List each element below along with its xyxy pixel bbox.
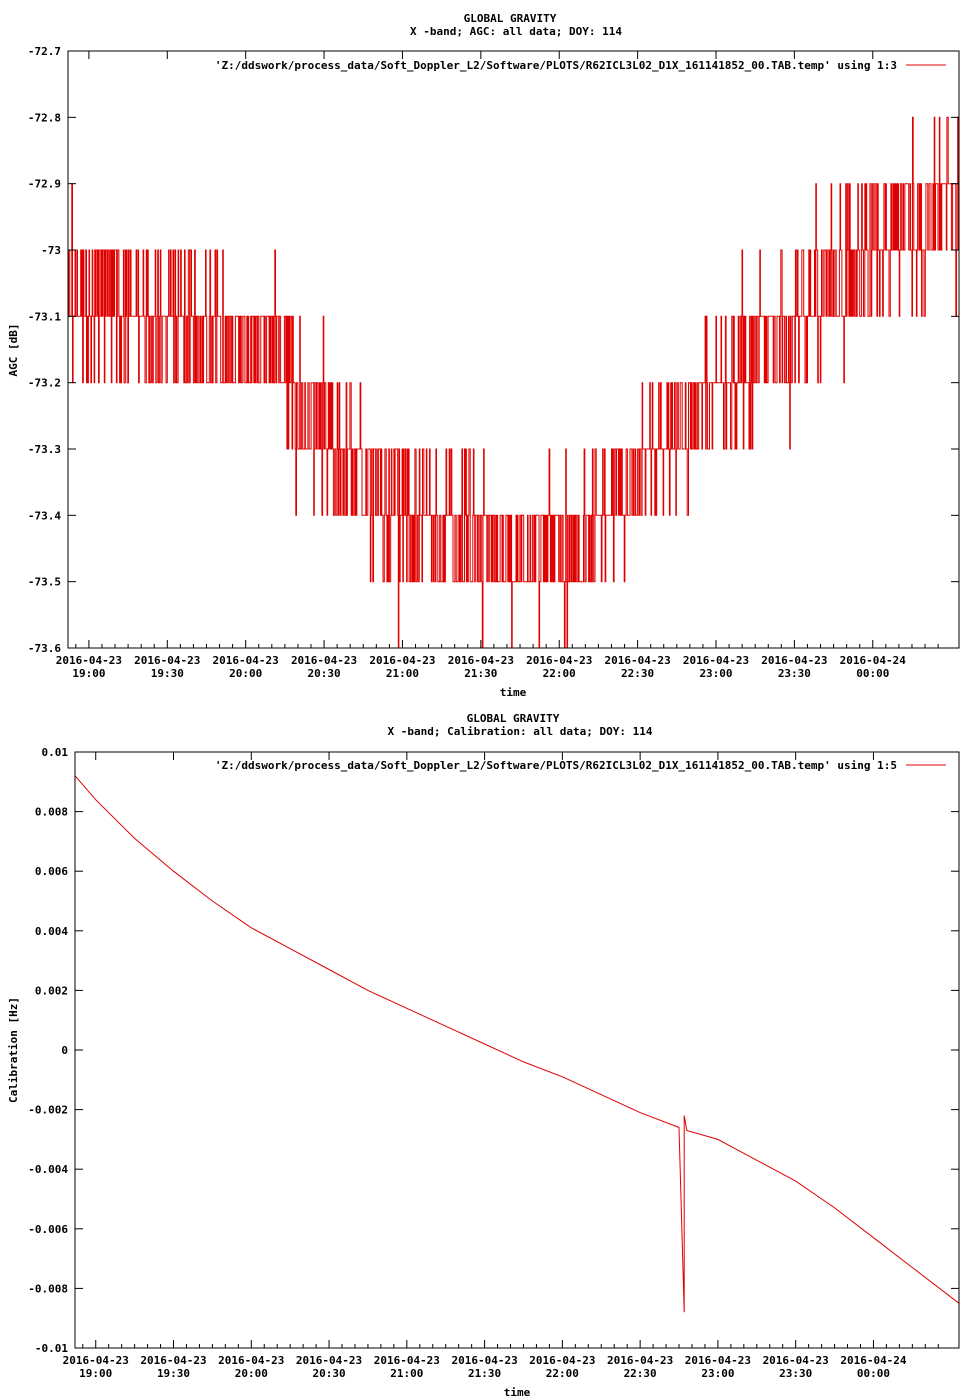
x-tick-date: 2016-04-23 xyxy=(213,654,279,667)
x-tick-time: 20:00 xyxy=(229,667,262,680)
x-tick-time: 22:00 xyxy=(546,1367,579,1380)
x-tick-date: 2016-04-23 xyxy=(374,1354,440,1367)
y-tick-label: 0 xyxy=(61,1044,68,1057)
x-tick-time: 22:30 xyxy=(621,667,654,680)
y-tick-label: 0.008 xyxy=(35,806,68,819)
x-tick-date: 2016-04-23 xyxy=(604,654,670,667)
y-tick-label: 0.006 xyxy=(35,865,68,878)
y-tick-label: -73.5 xyxy=(28,576,61,589)
chart-title: GLOBAL GRAVITY xyxy=(467,712,560,725)
x-tick-date: 2016-04-23 xyxy=(607,1354,673,1367)
x-tick-time: 20:30 xyxy=(308,667,341,680)
legend-label: 'Z:/ddswork/process_data/Soft_Doppler_L2… xyxy=(215,759,897,772)
y-tick-label: 0.002 xyxy=(35,984,68,997)
y-tick-label: -73 xyxy=(41,244,61,257)
y-tick-label: -73.3 xyxy=(28,443,61,456)
x-tick-date: 2016-04-23 xyxy=(369,654,435,667)
y-axis-label: Calibration [Hz] xyxy=(7,997,20,1103)
series-line xyxy=(68,116,960,649)
x-tick-date: 2016-04-23 xyxy=(134,654,200,667)
y-tick-label: -0.004 xyxy=(28,1163,68,1176)
y-axis-label: AGC [dB] xyxy=(7,324,20,377)
chart-title: GLOBAL GRAVITY xyxy=(464,12,557,25)
x-tick-date: 2016-04-23 xyxy=(291,654,357,667)
x-tick-time: 00:00 xyxy=(856,667,889,680)
y-tick-label: -73.2 xyxy=(28,377,61,390)
x-tick-time: 23:00 xyxy=(701,1367,734,1380)
y-tick-label: -73.1 xyxy=(28,310,61,323)
x-tick-date: 2016-04-23 xyxy=(448,654,514,667)
x-tick-date: 2016-04-24 xyxy=(840,1354,907,1367)
x-axis: 2016-04-2319:002016-04-2319:302016-04-23… xyxy=(63,752,939,1380)
y-tick-label: -73.4 xyxy=(28,509,61,522)
y-tick-label: -72.8 xyxy=(28,111,61,124)
calibration-chart: GLOBAL GRAVITY X -band; Calibration: all… xyxy=(7,712,960,1399)
x-tick-time: 23:30 xyxy=(779,1367,812,1380)
agc-series xyxy=(68,116,960,649)
y-tick-label: -0.006 xyxy=(28,1223,68,1236)
x-tick-time: 19:00 xyxy=(79,1367,112,1380)
x-tick-date: 2016-04-23 xyxy=(761,654,827,667)
x-tick-time: 23:30 xyxy=(778,667,811,680)
x-tick-time: 19:00 xyxy=(72,667,105,680)
x-tick-time: 22:30 xyxy=(624,1367,657,1380)
x-tick-time: 19:30 xyxy=(157,1367,190,1380)
x-tick-date: 2016-04-23 xyxy=(685,1354,751,1367)
x-tick-date: 2016-04-23 xyxy=(56,654,122,667)
x-tick-time: 20:00 xyxy=(235,1367,268,1380)
x-tick-date: 2016-04-23 xyxy=(763,1354,829,1367)
x-tick-time: 21:00 xyxy=(390,1367,423,1380)
y-axis: -72.7 -72.8 -72.9 -73 -73.1 -73.2 -73.3 -73.4 -7… xyxy=(28,45,959,655)
x-tick-date: 2016-04-24 xyxy=(840,654,907,667)
legend-label: 'Z:/ddswork/process_data/Soft_Doppler_L2… xyxy=(215,59,897,72)
x-axis: 2016-04-2319:002016-04-2319:302016-04-23… xyxy=(56,51,939,680)
chart-subtitle: X -band; Calibration: all data; DOY: 114 xyxy=(388,725,653,738)
y-tick-label: -72.9 xyxy=(28,178,61,191)
x-tick-date: 2016-04-23 xyxy=(140,1354,206,1367)
y-axis: 0.01 0.008 0.006 0.004 0.002 0 -0.002 -0.004 -0.… xyxy=(28,746,959,1355)
x-tick-time: 21:30 xyxy=(464,667,497,680)
y-tick-label: -73.6 xyxy=(28,642,61,655)
y-tick-label: -72.7 xyxy=(28,45,61,58)
x-tick-time: 19:30 xyxy=(151,667,184,680)
y-tick-label: -0.008 xyxy=(28,1282,68,1295)
x-tick-date: 2016-04-23 xyxy=(683,654,749,667)
x-tick-time: 21:30 xyxy=(468,1367,501,1380)
x-axis-label: time xyxy=(504,1386,531,1399)
x-tick-time: 20:30 xyxy=(312,1367,345,1380)
y-tick-label: -0.002 xyxy=(28,1104,68,1117)
x-tick-time: 23:00 xyxy=(699,667,732,680)
x-tick-date: 2016-04-23 xyxy=(529,1354,595,1367)
series-line xyxy=(74,775,960,1313)
plot-frame xyxy=(74,751,960,1349)
y-tick-label: 0.01 xyxy=(42,746,69,759)
x-tick-date: 2016-04-23 xyxy=(63,1354,129,1367)
y-tick-label: 0.004 xyxy=(35,925,68,938)
chart-subtitle: X -band; AGC: all data; DOY: 114 xyxy=(410,25,622,38)
calibration-series xyxy=(74,775,960,1313)
x-tick-time: 21:00 xyxy=(386,667,419,680)
x-axis-label: time xyxy=(500,686,527,699)
y-tick-label: -0.01 xyxy=(35,1342,68,1355)
x-tick-date: 2016-04-23 xyxy=(296,1354,362,1367)
agc-chart: GLOBAL GRAVITY X -band; AGC: all data; D… xyxy=(7,12,960,699)
x-tick-date: 2016-04-23 xyxy=(451,1354,517,1367)
x-tick-date: 2016-04-23 xyxy=(526,654,592,667)
x-tick-date: 2016-04-23 xyxy=(218,1354,284,1367)
x-tick-time: 00:00 xyxy=(857,1367,890,1380)
x-tick-time: 22:00 xyxy=(543,667,576,680)
plot-frame xyxy=(67,50,960,649)
